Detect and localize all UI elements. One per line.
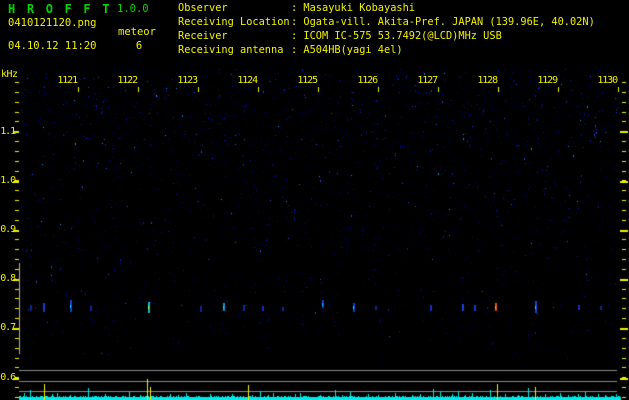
mode-label: meteor [118, 26, 156, 38]
info-row: Receiving Location: Ogata-vill. Akita-Pr… [178, 15, 595, 29]
spectrogram-panel: kHz 1.1 1.0 0.9 0.8 0.7 0.6 1121 1122 1123 1124 1… [0, 68, 629, 400]
info-label: Receiver [178, 30, 228, 42]
spectrogram-canvas [0, 68, 629, 400]
time-tick-label: 1128 [477, 75, 498, 86]
info-label: Receiving antenna [178, 44, 284, 56]
time-tick-label: 1126 [357, 75, 378, 86]
info-row: Receiving antenna : A504HB(yagi 4el) [178, 43, 595, 57]
info-value: : Ogata-vill. Akita-Pref. JAPAN (139.96E… [291, 16, 595, 28]
info-row: Observer : Masayuki Kobayashi [178, 1, 595, 15]
time-tick-label: 1127 [417, 75, 438, 86]
time-tick-label: 1124 [237, 75, 258, 86]
date-time: 04.10.12 11:20 [8, 40, 97, 52]
info-label: Receiving Location [178, 16, 290, 28]
info-value: : ICOM IC-575 53.7492(@LCD)MHz USB [291, 30, 502, 42]
time-tick-label: 1130 [597, 75, 618, 86]
info-block: Observer : Masayuki Kobayashi Receiving Lo… [178, 1, 595, 57]
time-tick-label: 1129 [537, 75, 558, 86]
info-value: : A504HB(yagi 4el) [291, 44, 403, 56]
freq-axis-unit: kHz [1, 69, 18, 80]
freq-tick-label: 0.8 [0, 273, 16, 285]
info-value: : Masayuki Kobayashi [291, 2, 415, 14]
time-tick-label: 1121 [57, 75, 78, 86]
info-label: Observer [178, 2, 228, 14]
info-row: Receiver : ICOM IC-575 53.7492(@LCD)MHz U… [178, 29, 595, 43]
app-title: H R O F F T [8, 2, 112, 16]
freq-tick-label: 1.1 [0, 125, 16, 137]
app-version: 1.0.0 [117, 3, 149, 15]
time-tick-label: 1123 [177, 75, 198, 86]
freq-tick-label: 0.7 [0, 322, 16, 334]
freq-tick-label: 0.9 [0, 223, 16, 235]
output-filename: 0410121120.png [8, 17, 97, 29]
time-tick-label: 1125 [297, 75, 318, 86]
freq-tick-label: 1.0 [0, 174, 16, 186]
time-tick-label: 1122 [117, 75, 138, 86]
meteor-count: 6 [135, 40, 143, 52]
freq-tick-label: 0.6 [0, 371, 16, 383]
